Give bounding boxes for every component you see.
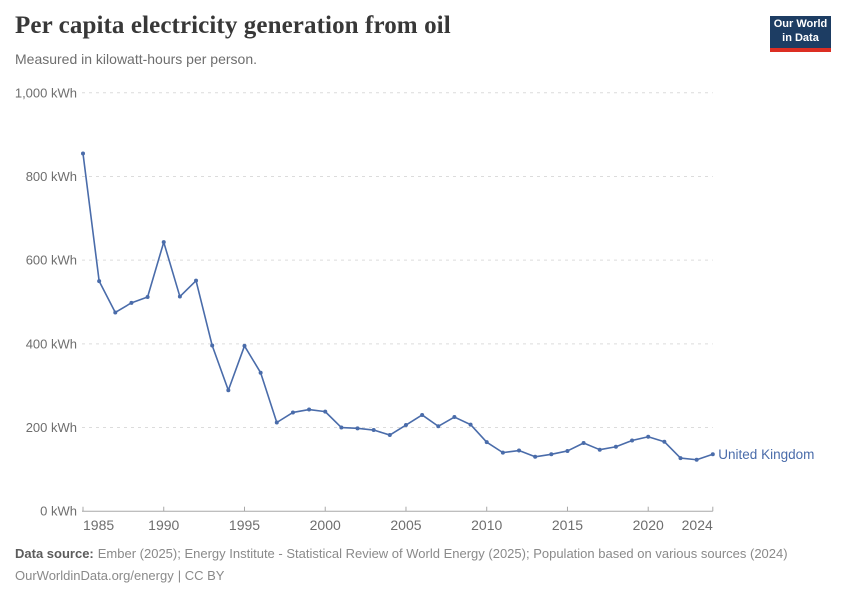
x-tick-label: 1995 (229, 517, 260, 533)
data-point[interactable] (258, 370, 263, 375)
data-point[interactable] (307, 407, 312, 412)
data-point[interactable] (274, 420, 279, 425)
data-line[interactable] (82, 152, 714, 461)
data-point[interactable] (436, 424, 441, 429)
data-point[interactable] (210, 343, 215, 348)
data-point[interactable] (662, 439, 667, 444)
x-tick-label: 2005 (390, 517, 421, 533)
x-tick-label: 2024 (682, 517, 713, 533)
data-point[interactable] (161, 240, 166, 245)
data-point[interactable] (452, 415, 457, 420)
data-point[interactable] (290, 410, 295, 415)
y-tick-label: 800 kWh (26, 169, 77, 184)
chart-subtitle: Measured in kilowatt-hours per person. (15, 51, 258, 67)
x-tick-label: 2010 (471, 517, 502, 533)
y-tick-label: 1,000 kWh (15, 85, 77, 100)
y-tick-label: 400 kWh (26, 336, 77, 351)
entity-label[interactable]: United Kingdom (718, 447, 814, 462)
data-point[interactable] (371, 428, 376, 433)
data-point[interactable] (420, 412, 425, 417)
data-point[interactable] (177, 294, 182, 299)
y-tick-label: 0 kWh (40, 504, 77, 519)
owid-logo-line1: Our World (773, 18, 828, 30)
x-tick-label: 1990 (148, 517, 179, 533)
data-point[interactable] (710, 452, 715, 457)
data-point[interactable] (630, 438, 635, 443)
data-point[interactable] (597, 447, 602, 452)
data-point[interactable] (484, 440, 489, 445)
data-source-label: Data source: (15, 546, 94, 561)
data-point[interactable] (355, 426, 360, 431)
data-point[interactable] (145, 294, 150, 299)
data-point[interactable] (533, 454, 538, 459)
data-point[interactable] (226, 388, 231, 393)
data-point[interactable] (113, 310, 118, 315)
data-point[interactable] (646, 434, 651, 439)
data-point[interactable] (339, 425, 344, 430)
data-point[interactable] (81, 151, 85, 156)
x-tick-label: 2015 (552, 517, 583, 533)
data-point[interactable] (468, 422, 473, 427)
data-point[interactable] (565, 448, 570, 453)
data-point[interactable] (403, 423, 408, 428)
x-tick-label: 2020 (633, 517, 664, 533)
data-point[interactable] (694, 457, 699, 462)
y-tick-label: 200 kWh (26, 420, 77, 435)
page-title: Per capita electricity generation from o… (15, 12, 451, 39)
data-point[interactable] (581, 441, 586, 446)
x-tick-label: 2000 (310, 517, 341, 533)
data-point[interactable] (242, 343, 247, 348)
license-line: OurWorldinData.org/energy | CC BY (15, 568, 224, 583)
license-suffix: | CC BY (177, 568, 225, 583)
data-point[interactable] (678, 456, 683, 461)
data-point[interactable] (97, 279, 102, 284)
data-point[interactable] (194, 278, 199, 283)
data-point[interactable] (323, 409, 328, 414)
data-point[interactable] (613, 444, 618, 449)
data-point[interactable] (129, 300, 134, 305)
x-tick-label: 1985 (83, 517, 114, 533)
data-point[interactable] (387, 433, 392, 438)
data-point[interactable] (500, 450, 505, 455)
owid-logo[interactable]: Our World in Data (770, 16, 831, 52)
data-source-line: Data source: Ember (2025); Energy Institu… (15, 546, 788, 561)
line-chart-canvas: 0 kWh 200 kWh 400 kWh 600 kWh 800 kWh 1,000 k… (15, 85, 815, 533)
data-point[interactable] (517, 448, 522, 453)
y-tick-label: 600 kWh (26, 253, 77, 268)
owid-url-link[interactable]: OurWorldinData.org/energy (15, 568, 174, 583)
data-source-text: Ember (2025); Energy Institute - Statist… (97, 546, 788, 561)
owid-logo-line2: in Data (782, 31, 819, 44)
data-point[interactable] (549, 452, 554, 457)
